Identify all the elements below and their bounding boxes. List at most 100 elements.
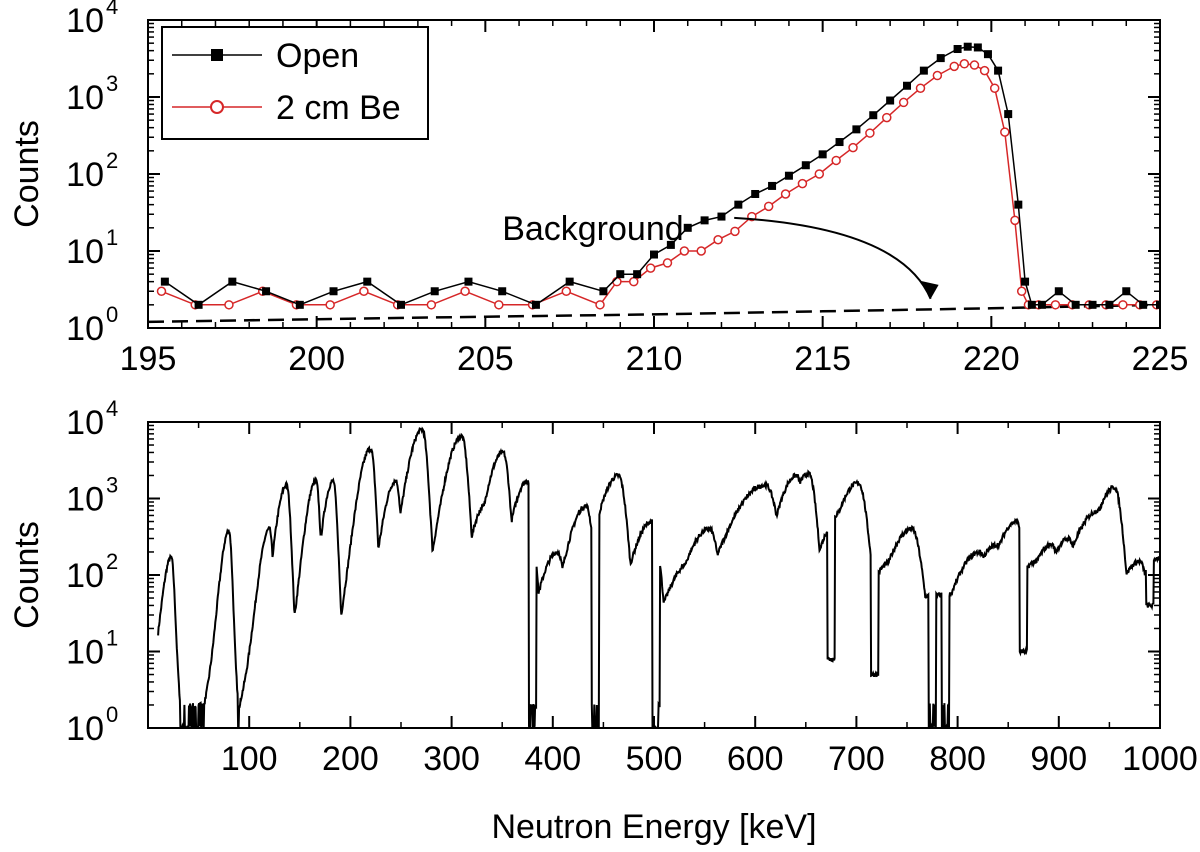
series-2cm-be-point <box>730 226 740 237</box>
y-tick-label: 10 <box>66 156 104 194</box>
series-2cm-be-point <box>989 83 1000 93</box>
series-open-point <box>835 138 844 147</box>
series-2cm-be-point <box>763 201 774 212</box>
series-open-point <box>768 181 777 190</box>
series-open-point <box>1105 300 1114 309</box>
y-tick-exponent: 0 <box>106 302 118 327</box>
series-open-point <box>616 270 625 279</box>
background-dashed-line <box>148 303 1160 324</box>
series-2cm-be-point <box>645 263 656 273</box>
series-2cm-be-point <box>561 286 572 297</box>
series-2cm-be-point <box>1000 127 1010 137</box>
series-open-point <box>262 287 271 296</box>
x-tick-label: 400 <box>524 740 581 778</box>
series-open-point <box>464 277 473 286</box>
series-open-point <box>650 250 658 259</box>
x-tick-label: 220 <box>963 340 1020 378</box>
x-tick-label: 700 <box>828 740 885 778</box>
series-open-point <box>919 66 928 75</box>
y-tick-base: 10 <box>66 2 104 40</box>
y-axis-title: Counts <box>8 120 46 228</box>
series-2cm-be-point <box>426 300 437 310</box>
series-2cm-be-point <box>865 128 875 138</box>
x-tick-label: 800 <box>929 740 986 778</box>
x-tick-label: 900 <box>1030 740 1087 778</box>
x-tick-label: 200 <box>322 740 379 778</box>
legend-open-label: Open <box>276 37 359 75</box>
x-tick-label: 600 <box>727 740 784 778</box>
x-tick-label: 200 <box>288 340 345 378</box>
series-open-point <box>633 270 642 279</box>
series-2cm-be-point <box>797 178 808 189</box>
legend-be-marker <box>210 100 224 114</box>
series-open-point <box>886 96 895 105</box>
series-open-point <box>1027 300 1036 309</box>
x-tick-label: 100 <box>221 740 278 778</box>
series-2cm-be-point <box>780 189 791 199</box>
series-open-point <box>936 54 945 63</box>
background-annotation: Background <box>502 210 683 248</box>
series-open-point <box>329 287 338 296</box>
series-open-point <box>363 277 372 286</box>
series-open-point <box>1122 287 1131 296</box>
series-2cm-be-point <box>932 70 943 81</box>
series-open-point <box>1088 300 1097 309</box>
series-open-point <box>852 125 861 134</box>
y-tick-base: 10 <box>66 634 104 672</box>
series-open-point <box>295 300 304 309</box>
series-2cm-be-point <box>1118 300 1128 310</box>
series-2cm-be-point <box>959 59 970 69</box>
series-open-point <box>160 277 169 286</box>
series-2cm-be-point <box>713 234 723 245</box>
y-tick-exponent: 1 <box>106 626 118 651</box>
series-2cm-be-point <box>325 300 335 310</box>
series-2cm-be-point <box>696 246 706 256</box>
y-tick-base: 10 <box>66 156 104 194</box>
legend-box <box>161 26 429 140</box>
y-tick-exponent: 2 <box>106 549 118 574</box>
y-tick-label: 10 <box>66 2 104 40</box>
y-tick-base: 10 <box>66 310 104 348</box>
series-2cm-be-point <box>679 246 690 256</box>
y-tick-exponent: 4 <box>106 0 118 19</box>
series-open-point <box>983 50 992 59</box>
background-arrowhead <box>920 280 939 299</box>
spectrum-line <box>157 426 1160 728</box>
series-2cm-be-point <box>1016 286 1027 297</box>
y-tick-exponent: 3 <box>106 71 118 96</box>
x-tick-label: 195 <box>120 340 177 378</box>
plot-area <box>157 426 1160 728</box>
series-2cm-be-point <box>882 112 892 123</box>
series-2cm-be-point <box>662 258 673 268</box>
legend-be-label: 2 cm Be <box>276 89 401 127</box>
series-open-point <box>700 216 709 225</box>
series-2cm-be-point <box>969 60 980 70</box>
series-2cm-be-point <box>224 300 234 310</box>
y-tick-base: 10 <box>66 233 104 271</box>
series-open-point <box>1156 300 1160 309</box>
series-open-point <box>1014 200 1023 209</box>
y-tick-base: 10 <box>66 79 104 117</box>
series-2cm-be-point <box>979 65 990 76</box>
series-open-point <box>869 111 878 120</box>
y-tick-label: 10 <box>66 557 104 595</box>
series-open-point <box>953 45 962 54</box>
plot-area <box>148 42 1160 324</box>
series-open-point <box>194 300 203 309</box>
series-2cm-be-point <box>898 97 909 108</box>
series-open-point <box>531 300 540 309</box>
y-tick-exponent: 1 <box>106 225 118 250</box>
series-2cm-be-point <box>629 276 639 287</box>
series-2cm-be-point <box>156 286 167 297</box>
series-open-point <box>397 300 405 309</box>
x-axis-title: Neutron Energy [keV] <box>491 808 816 846</box>
x-tick-label: 300 <box>423 740 480 778</box>
series-2cm-be-point <box>1050 300 1061 310</box>
series-2cm-be-point <box>460 286 470 297</box>
y-axis-title: Counts <box>8 521 46 629</box>
series-open-point <box>666 240 675 249</box>
x-tick-label: 500 <box>626 740 683 778</box>
series-2cm-be-point <box>949 61 959 72</box>
series-open-point <box>599 287 608 296</box>
